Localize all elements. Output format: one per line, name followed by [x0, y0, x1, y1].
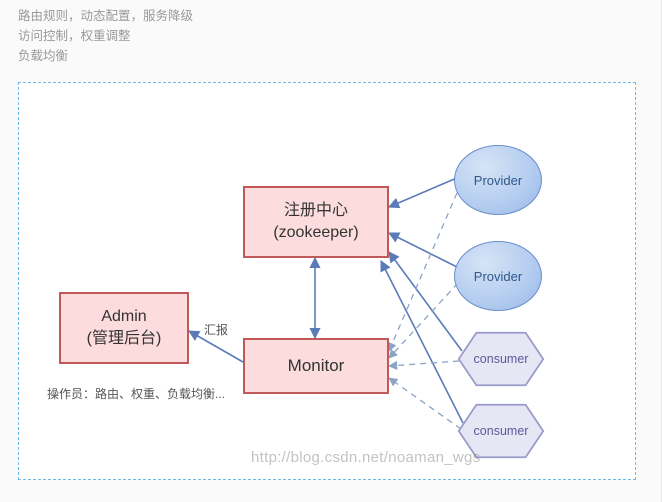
node-provider-1: Provider — [454, 145, 542, 215]
notes-block: 路由规则，动态配置，服务降级 访问控制，权重调整 负载均衡 — [0, 0, 661, 66]
node-registry-sub: (zookeeper) — [273, 222, 358, 244]
node-admin-title: Admin — [87, 306, 162, 328]
notes-line: 路由规则，动态配置，服务降级 — [18, 6, 661, 26]
node-admin-sub: (管理后台) — [87, 328, 162, 350]
node-admin: Admin (管理后台) — [59, 292, 189, 364]
node-consumer-1: consumer — [457, 331, 545, 387]
diagram-canvas: Admin (管理后台) 注册中心 (zookeeper) Monitor Pr… — [19, 83, 635, 479]
notes-line: 访问控制，权重调整 — [18, 26, 661, 46]
node-provider-1-label: Provider — [474, 173, 522, 188]
node-provider-2: Provider — [454, 241, 542, 311]
node-consumer-1-label: consumer — [474, 352, 529, 366]
diagram-frame: Admin (管理后台) 注册中心 (zookeeper) Monitor Pr… — [18, 82, 636, 480]
label-operator: 操作员：路由、权重、负载均衡... — [47, 385, 225, 402]
label-report: 汇报 — [204, 321, 228, 338]
node-consumer-2-label: consumer — [474, 424, 529, 438]
node-registry: 注册中心 (zookeeper) — [243, 186, 389, 258]
watermark-text: http://blog.csdn.net/noaman_wgs — [251, 449, 480, 466]
notes-line: 负载均衡 — [18, 46, 661, 66]
node-monitor: Monitor — [243, 338, 389, 394]
node-registry-title: 注册中心 — [273, 200, 358, 222]
node-provider-2-label: Provider — [474, 269, 522, 284]
node-monitor-title: Monitor — [288, 355, 345, 378]
